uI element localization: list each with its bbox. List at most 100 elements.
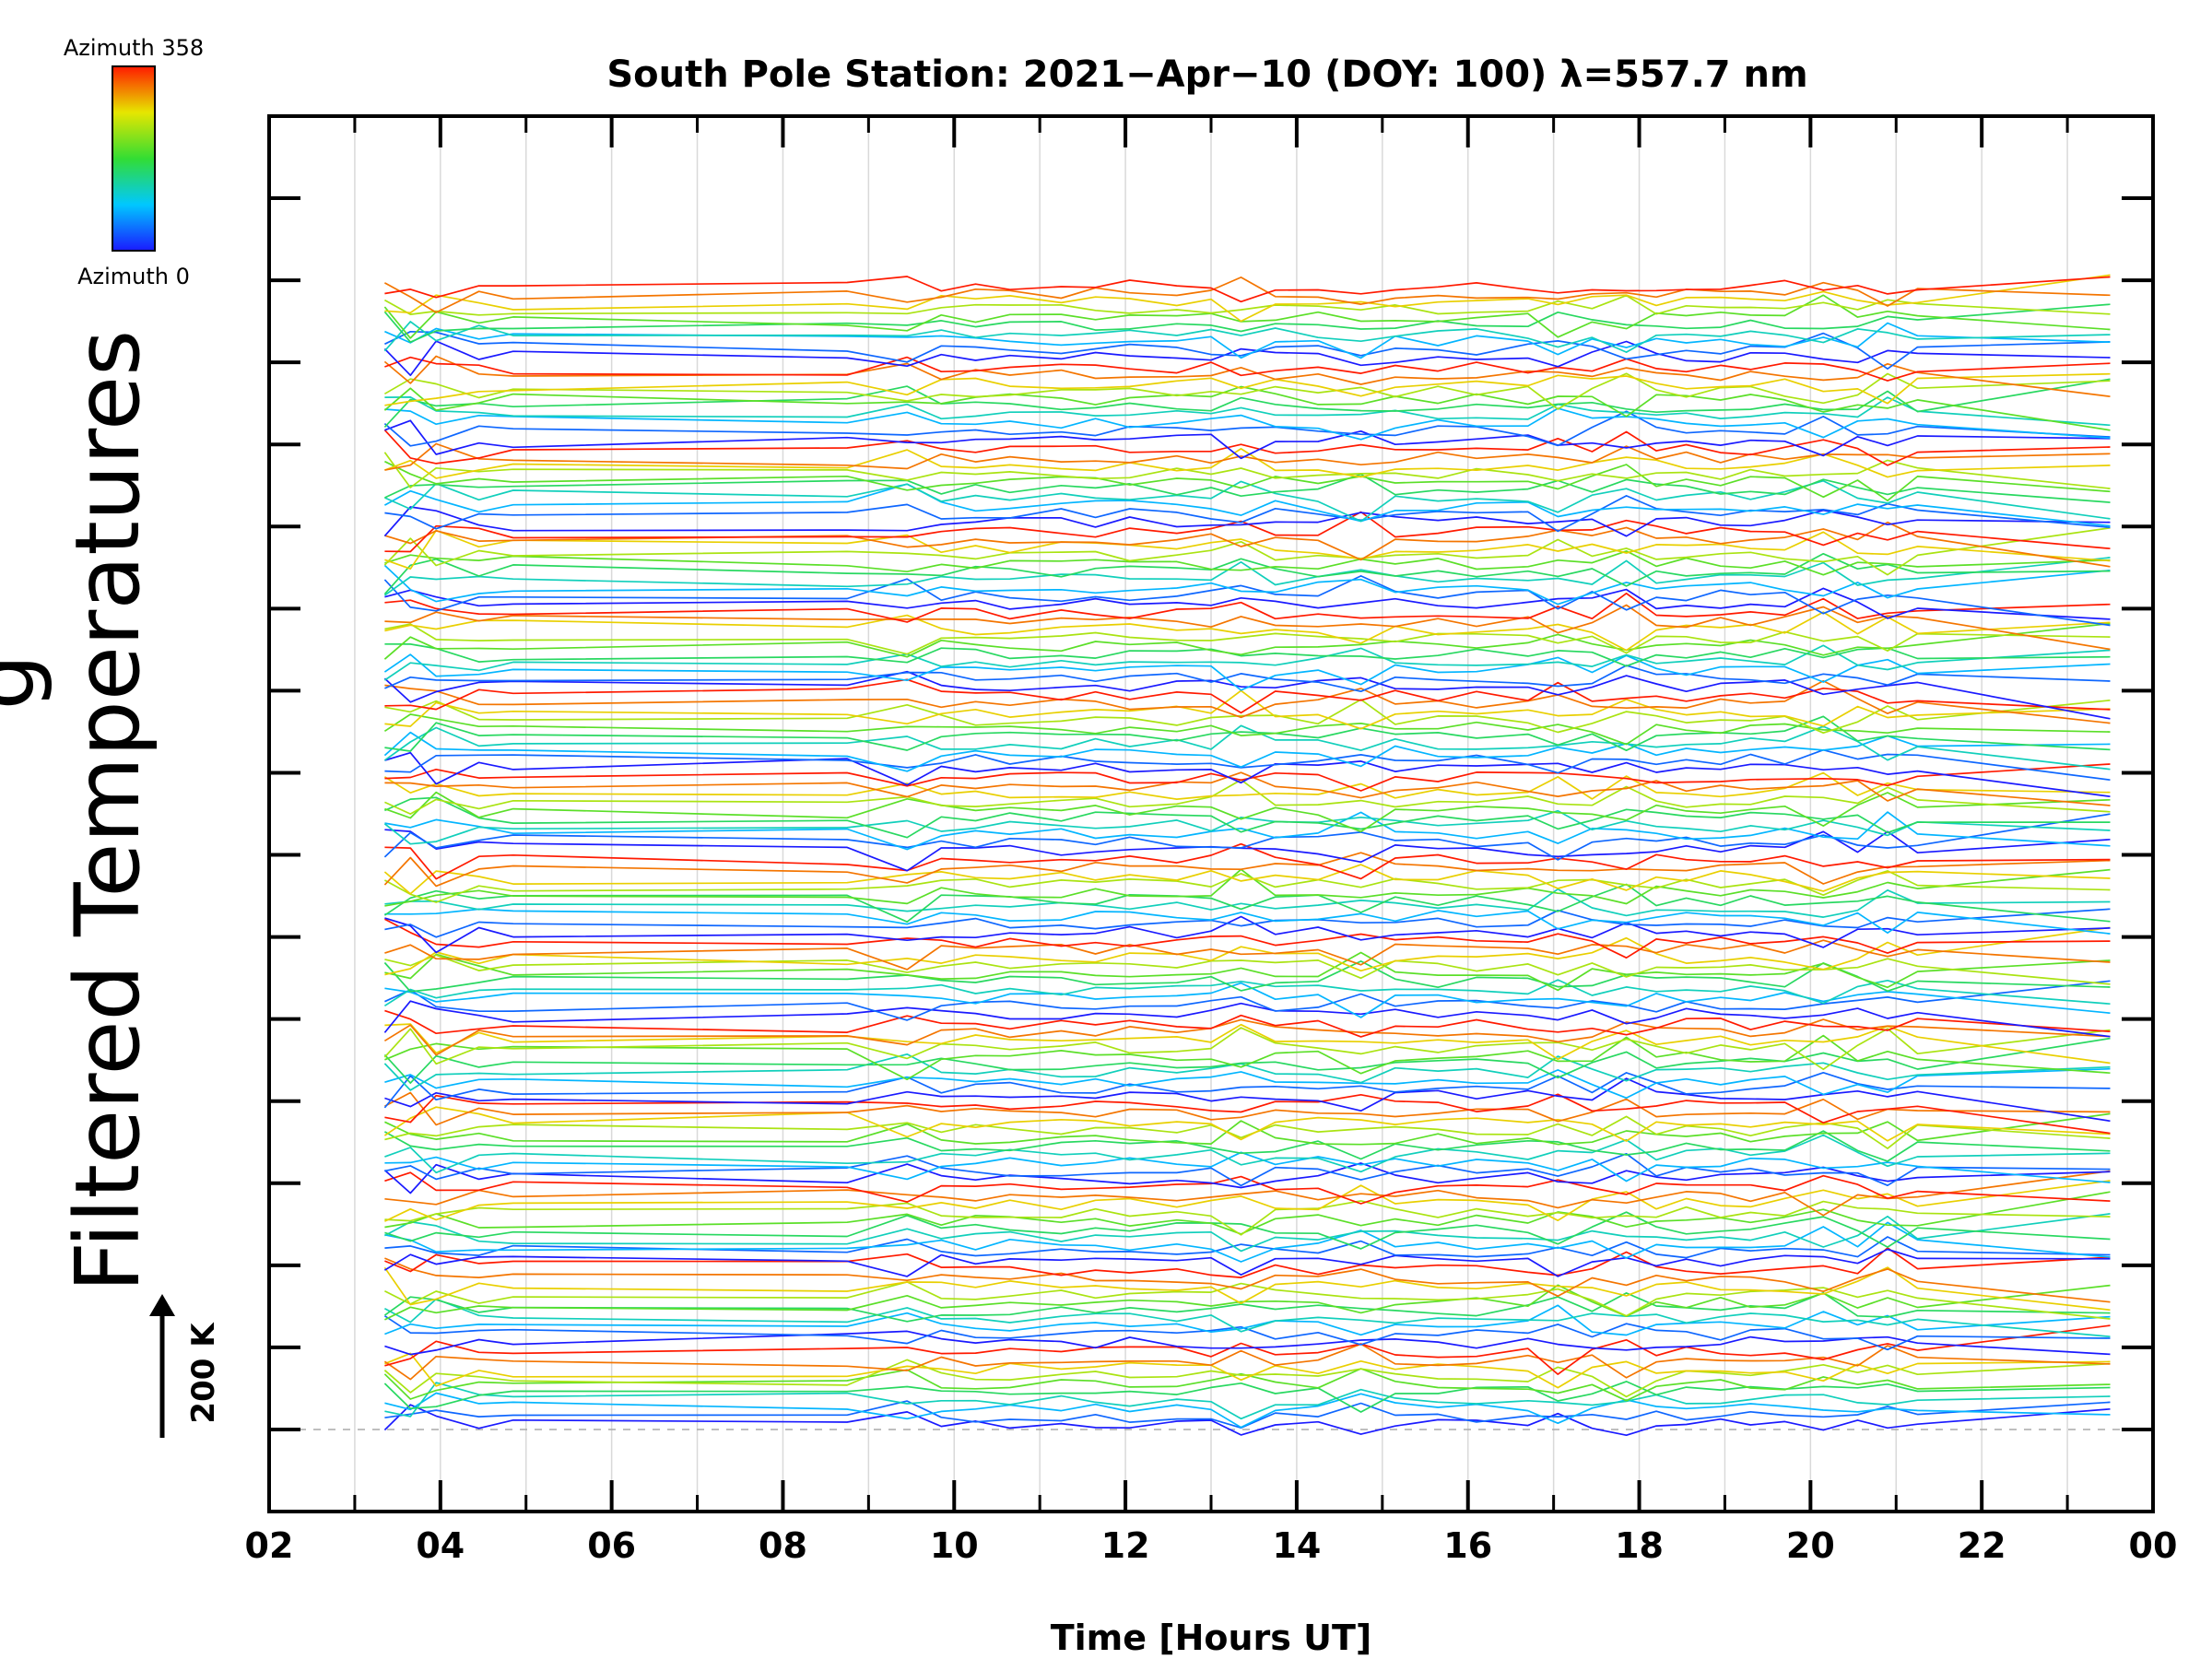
trace-line (384, 1151, 2111, 1183)
trace-line (383, 378, 2111, 428)
trace-line (384, 748, 2111, 782)
trace-line (383, 1027, 2111, 1071)
trace-line (384, 699, 2111, 735)
trace-line (384, 1400, 2111, 1430)
trace-line (384, 460, 2111, 502)
trace-line (383, 303, 2111, 344)
trace-line (384, 1115, 2111, 1149)
x-tick-label: 02 (245, 1525, 294, 1566)
trace-line (384, 1330, 2111, 1356)
trace-line (384, 715, 2111, 752)
trace-line (383, 410, 2111, 447)
trace-line (383, 1381, 2111, 1413)
trace-line (384, 442, 2111, 471)
trace-line (383, 557, 2111, 596)
trace-line (384, 419, 2111, 460)
trace-line (384, 1200, 2111, 1236)
trace-line (384, 1112, 2111, 1146)
trace-line (384, 322, 2111, 359)
scale-arrow-head (149, 1294, 175, 1316)
trace-line (384, 1152, 2111, 1187)
trace-line (384, 1221, 2111, 1263)
trace-line (383, 1106, 2111, 1142)
trace-line (383, 1298, 2111, 1338)
trace-line (384, 908, 2111, 938)
trace-line (384, 951, 2111, 992)
trace-line (383, 1343, 2111, 1381)
trace-line (384, 915, 2111, 954)
trace-line (383, 276, 2111, 313)
trace-line (384, 1236, 2111, 1259)
trace-line (384, 396, 2111, 427)
colorbar-gradient (112, 65, 156, 252)
trace-line (383, 575, 2111, 627)
trace-line (383, 1130, 2111, 1162)
trace-line (384, 771, 2111, 806)
scale-label: 200 K (185, 1322, 222, 1424)
trace-line (384, 1023, 2111, 1065)
trace-line (384, 1034, 2111, 1081)
trace-line (384, 982, 2111, 1018)
trace-line (383, 653, 2111, 691)
trace-line (383, 452, 2111, 489)
trace-line (384, 587, 2111, 620)
trace-line (384, 1304, 2111, 1336)
x-axis-label: Time [Hours UT] (1051, 1618, 1372, 1658)
trace-line (384, 678, 2111, 714)
trace-line (384, 763, 2111, 792)
trace-line (384, 1257, 2111, 1303)
trace-line (384, 751, 2111, 798)
trace-line (383, 622, 2111, 660)
trace-line (384, 1281, 2111, 1320)
trace-line (383, 1213, 2111, 1253)
x-tick-label: 20 (1786, 1525, 1835, 1566)
trace-line (384, 689, 2111, 730)
trace-line (384, 611, 2111, 652)
trace-line (383, 979, 2111, 1007)
trace-line (384, 796, 2111, 839)
trace-line (384, 791, 2111, 833)
trace-line (384, 1284, 2111, 1321)
x-tick-label: 22 (1958, 1525, 2006, 1566)
trace-line (383, 1314, 2111, 1351)
plot-area: 02 04 06 08 10 12 14 16 18 20 22 00 (245, 114, 2178, 1566)
x-tick-label: 18 (1615, 1525, 1664, 1566)
trace-line (384, 1324, 2111, 1375)
colorbar-min-label: Azimuth 0 (77, 264, 190, 289)
trace-line (383, 731, 2111, 772)
trace-line (383, 852, 2111, 888)
x-tick-label: 06 (587, 1525, 636, 1566)
trace-line (383, 813, 2111, 861)
trace-line (383, 294, 2111, 339)
trace-line (383, 1359, 2111, 1398)
trace-line (384, 1382, 2111, 1420)
x-tick-label: 00 (2129, 1525, 2178, 1566)
trace-line (383, 552, 2111, 595)
trace-line (383, 1000, 2111, 1038)
trace-line (384, 665, 2111, 693)
trace-line (384, 495, 2111, 533)
trace-line (384, 1091, 2111, 1126)
trace-line (384, 330, 2111, 371)
trace-line (383, 883, 2111, 924)
trace-line (383, 1368, 2111, 1402)
colorbar: Azimuth 358 Azimuth 0 (64, 35, 204, 289)
trace-line (383, 1053, 2111, 1091)
trace-line (383, 809, 2111, 845)
scale-indicator: 200 K (149, 1294, 222, 1438)
trace-line (384, 550, 2111, 576)
y-axis-label-clipped: g (0, 654, 54, 711)
x-tick-label: 04 (416, 1525, 465, 1566)
trace-line (384, 842, 2111, 880)
trace-line (383, 713, 2111, 746)
trace-line (384, 980, 2111, 1021)
trace-line (384, 479, 2111, 523)
trace-line (384, 939, 2111, 971)
trace-line (384, 274, 2111, 323)
trace-line (383, 1162, 2111, 1194)
x-tick-label: 08 (759, 1525, 807, 1566)
trace-line (383, 771, 2111, 800)
trace-line (383, 526, 2111, 576)
trace-line (384, 679, 2111, 724)
